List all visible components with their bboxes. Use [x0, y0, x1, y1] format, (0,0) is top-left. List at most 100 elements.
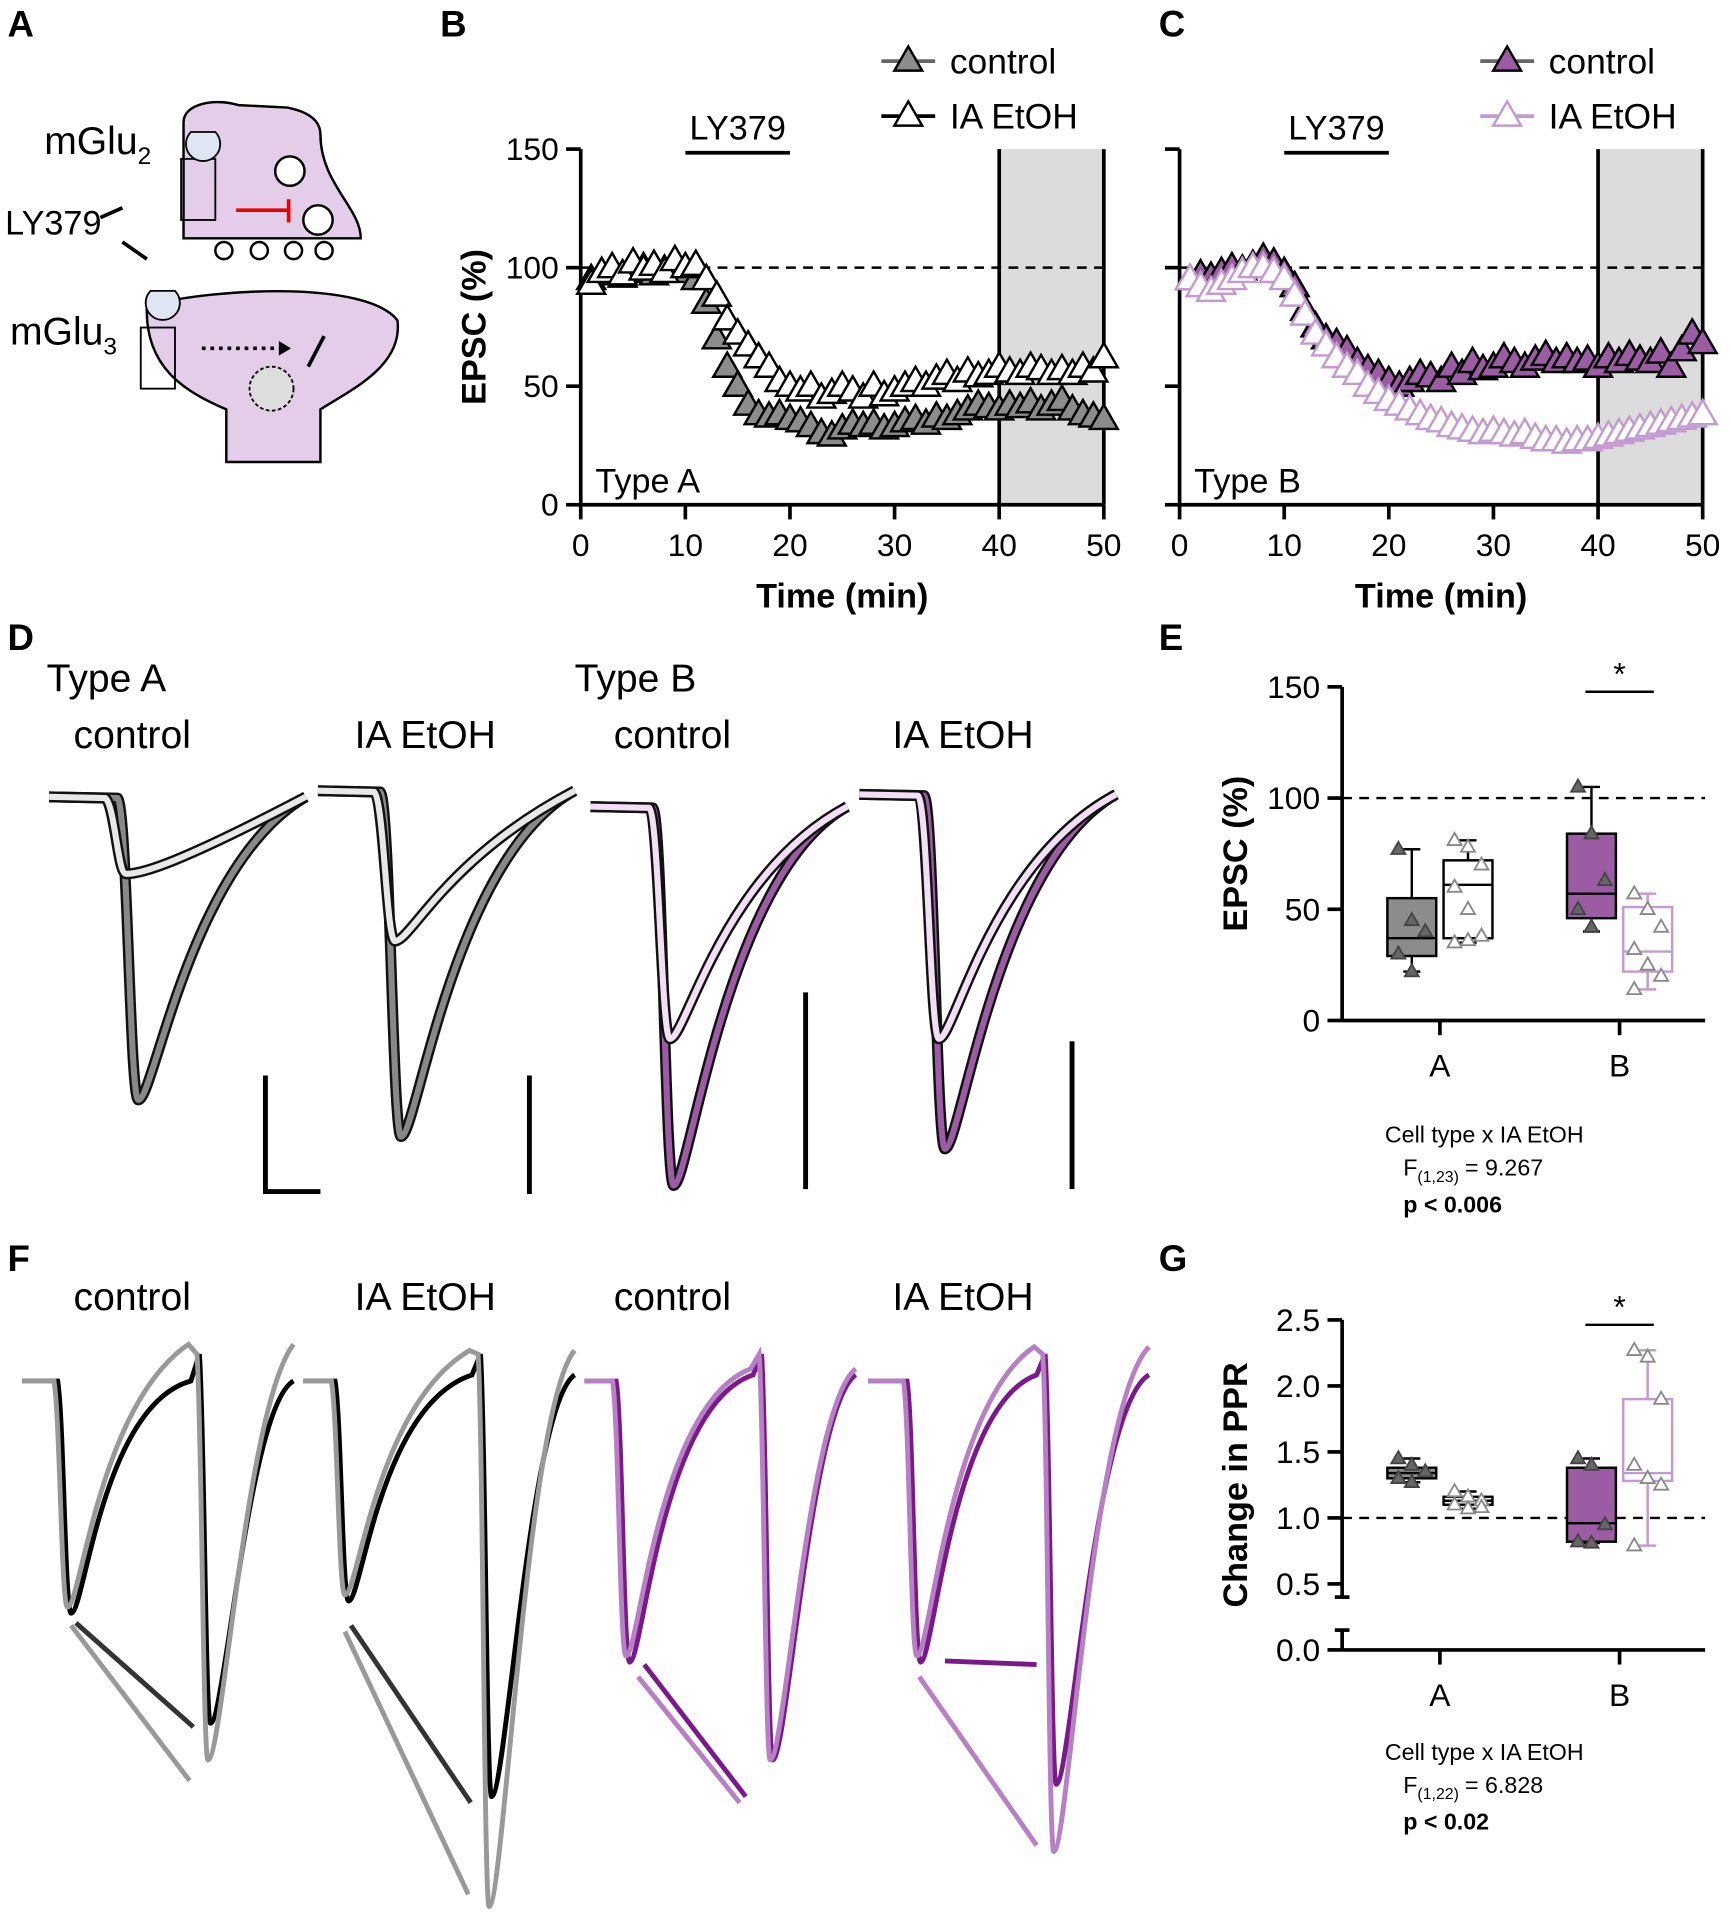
significance-label: *: [1613, 1288, 1625, 1324]
box: [1442, 859, 1494, 940]
data-point: [1446, 1495, 1464, 1511]
condition-label: control: [74, 714, 191, 757]
drug-label: LY379: [1288, 109, 1384, 147]
amplitude-line: [636, 1675, 742, 1805]
x-tick-label: 10: [1267, 527, 1302, 563]
cell-type-label: Type B: [1194, 463, 1301, 501]
stats-p: p < 0.006: [1403, 1191, 1502, 1217]
receptor-name: mGlu: [10, 311, 103, 354]
traces-d: D Type A control IA EtOH Type B control …: [8, 617, 1075, 1195]
legend-marker: [1491, 98, 1524, 127]
trace: [317, 787, 577, 1140]
y-tick-label: 150: [1267, 669, 1320, 705]
y-tick-label: 1.0: [1276, 1500, 1320, 1536]
data-point: [1087, 340, 1120, 369]
agonist-arrow: [121, 240, 148, 261]
y-axis-title: EPSC (%): [455, 249, 493, 405]
receptor-body: [139, 326, 176, 390]
vesicle: [302, 204, 334, 236]
panel-label: A: [8, 4, 34, 45]
x-axis-title: Time (min): [1355, 577, 1527, 615]
data-point: [1639, 1347, 1657, 1363]
panel-label: F: [8, 1238, 30, 1279]
data-point: [1652, 966, 1670, 982]
amplitude-line: [917, 1675, 1039, 1847]
traces-f: F control IA EtOH control IA EtOH: [8, 1238, 1034, 1319]
data-point: [700, 278, 733, 307]
condition-label: IA EtOH: [355, 1276, 496, 1319]
x-tick-label: 40: [982, 527, 1017, 563]
data-point: [711, 350, 744, 378]
y-tick-label: 50: [1285, 891, 1320, 927]
y-tick-label: 150: [506, 131, 559, 167]
data-point: [1459, 931, 1477, 947]
stats-test: F(1,22) = 6.828: [1403, 1772, 1543, 1803]
stats-effect: Cell type x IA EtOH: [1385, 1739, 1584, 1765]
panel-label: B: [440, 4, 466, 45]
legend-label: control: [1549, 41, 1655, 81]
data-point: [690, 262, 723, 291]
data-point: [1389, 1469, 1407, 1484]
data-point: [1625, 1455, 1643, 1471]
stats-value: = 9.267: [1465, 1155, 1543, 1181]
data-point: [1087, 402, 1120, 431]
data-point: [1625, 1341, 1643, 1356]
data-point: [1389, 840, 1407, 855]
data-point: [1639, 900, 1657, 915]
data-point: [1596, 871, 1614, 887]
data-point: [1686, 326, 1719, 355]
y-axis-title: EPSC (%): [1217, 776, 1255, 932]
amplitude-line: [69, 1623, 192, 1783]
condition-label: IA EtOH: [892, 1276, 1033, 1319]
data-point: [1446, 831, 1464, 847]
data-point: [1652, 917, 1670, 933]
data-point: [1582, 917, 1601, 933]
receptor-label: mGlu2: [44, 120, 151, 170]
data-point: [1639, 1469, 1657, 1484]
x-tick-label: 40: [1580, 527, 1615, 563]
box: [1565, 1466, 1618, 1543]
data-point: [1652, 1475, 1670, 1491]
agonist-label: LY379: [5, 205, 101, 243]
data-point: [1077, 354, 1110, 383]
scale-bars: [262, 992, 1075, 1195]
trace: [859, 791, 1118, 1152]
box: [1386, 896, 1438, 958]
x-tick-label: A: [1429, 1048, 1451, 1084]
x-tick-label: 0: [572, 527, 590, 563]
receptor-name: mGlu: [44, 120, 137, 163]
endocytic-vesicle: [248, 365, 295, 412]
legend-label: control: [950, 41, 1056, 81]
data-point: [1416, 1462, 1434, 1478]
arrow-head: [278, 340, 292, 356]
data-point: [1472, 1498, 1491, 1514]
data-point: [1686, 397, 1719, 426]
x-tick-label: 50: [1086, 527, 1121, 563]
x-tick-label: B: [1609, 1677, 1630, 1713]
y-tick-label: 0.0: [1276, 1632, 1320, 1668]
trace-outline: [49, 791, 309, 1106]
trace: [22, 1341, 296, 1763]
amplitude-line: [342, 1630, 471, 1896]
stats-statistic: F: [1403, 1772, 1417, 1798]
condition-label: IA EtOH: [355, 714, 496, 757]
mglu2-receptor: [180, 131, 222, 221]
data-point: [1389, 1449, 1407, 1465]
panel-label: D: [8, 617, 34, 658]
data-point: [1446, 1482, 1464, 1498]
x-tick-label: 30: [1476, 527, 1511, 563]
internalization-arrow: [306, 335, 326, 368]
receptor-subscript: 3: [103, 333, 117, 360]
x-tick-label: B: [1609, 1048, 1630, 1084]
data-point: [1403, 911, 1421, 927]
group-label: Type B: [575, 658, 697, 701]
trace-outline: [590, 801, 850, 1191]
x-tick-label: A: [1429, 1677, 1451, 1713]
data-point: [1569, 777, 1587, 793]
data-point: [1472, 855, 1491, 871]
trace: [303, 1347, 577, 1910]
trace: [590, 803, 849, 1189]
